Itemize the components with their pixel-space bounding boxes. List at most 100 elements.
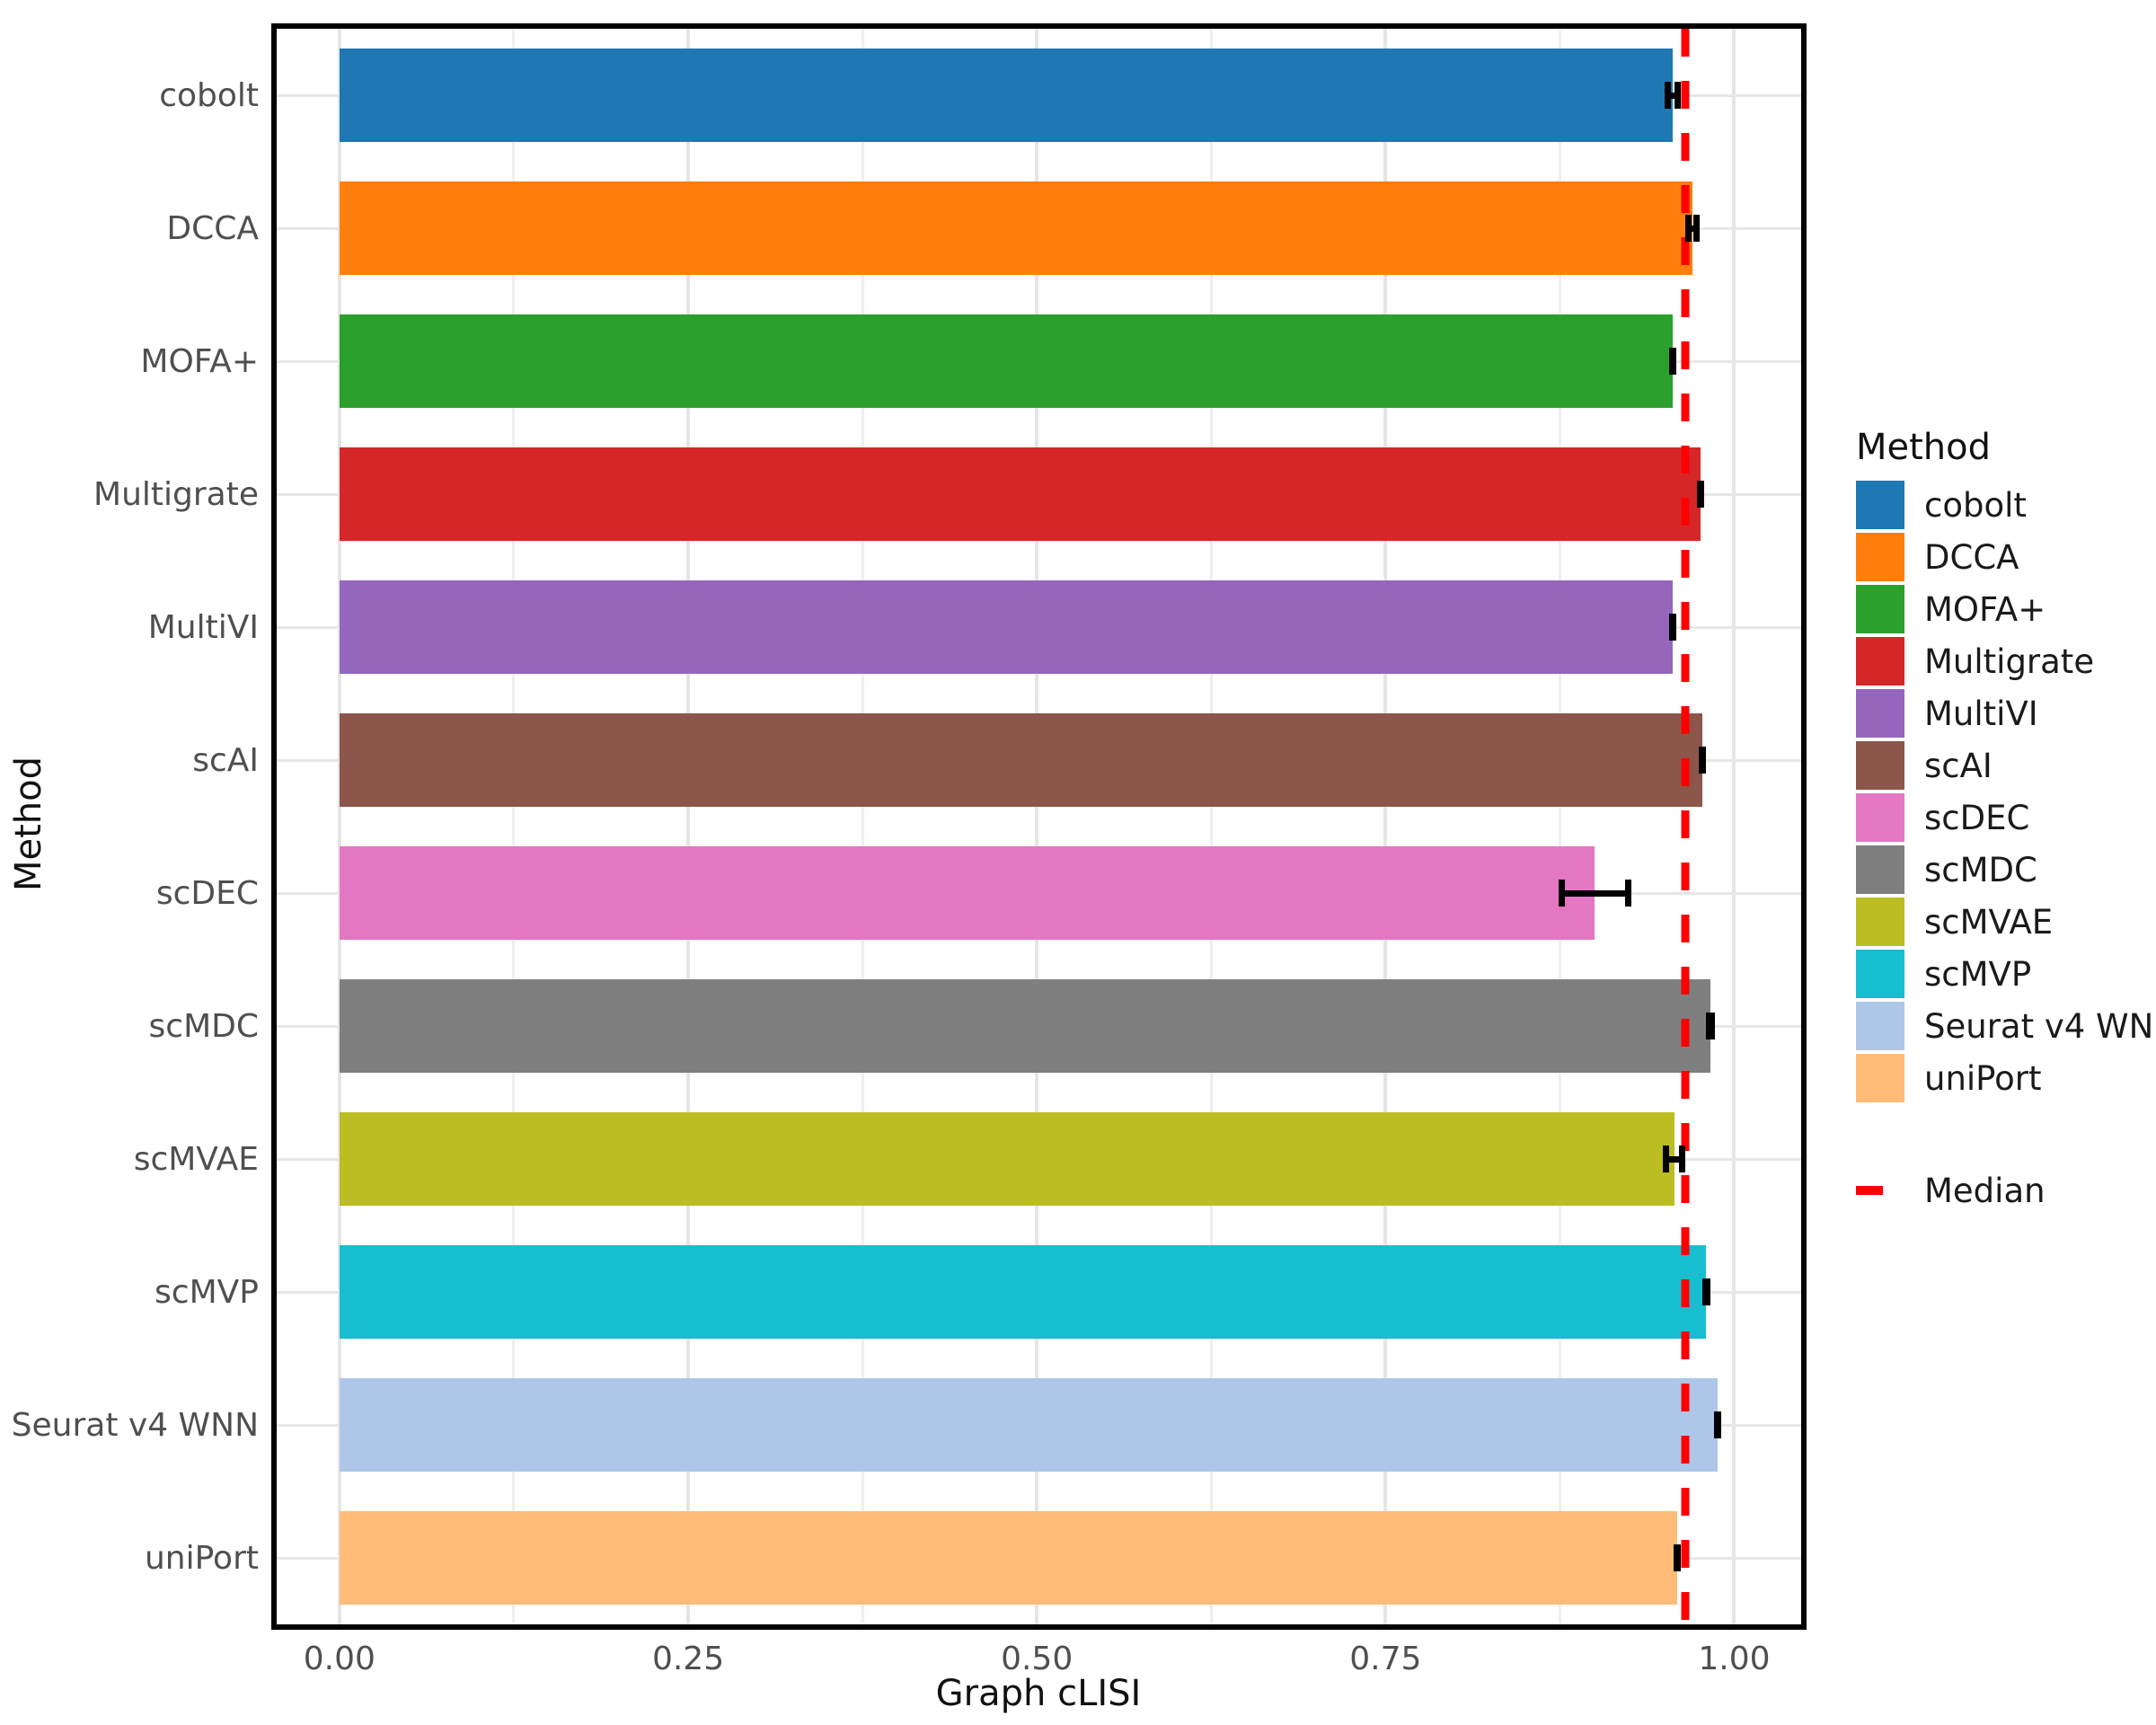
legend-item: scMVP: [1856, 948, 2156, 1000]
bar-mofa-: [339, 314, 1674, 408]
gridline-major: [686, 29, 691, 1624]
error-bar: [1706, 1013, 1715, 1039]
bar-multivi: [339, 580, 1674, 674]
error-bar: [1697, 481, 1705, 508]
legend-item: scAI: [1856, 739, 2156, 792]
legend-label: scDEC: [1924, 798, 2030, 837]
bar-scai: [339, 713, 1702, 807]
legend-item: cobolt: [1856, 479, 2156, 531]
error-bar: [1685, 215, 1700, 242]
legend-title: Method: [1856, 427, 1992, 468]
error-bar-cap: [1704, 1278, 1711, 1305]
legend-label: Seurat v4 WNN: [1924, 1006, 2156, 1046]
legend-label: cobolt: [1924, 485, 2027, 525]
bar-scdec: [339, 846, 1595, 940]
error-bar-cap: [1697, 481, 1704, 508]
gridline-minor: [861, 29, 864, 1624]
legend-median-item: Median: [1856, 1164, 2156, 1216]
legend-swatch: [1856, 533, 1904, 581]
legend-label: scMDC: [1924, 850, 2037, 889]
gridline-major: [1035, 29, 1039, 1624]
median-line: [1681, 29, 1690, 1624]
bar-cobolt: [339, 49, 1674, 142]
gridline-minor: [1558, 29, 1561, 1624]
y-tick-label: scMDC: [148, 1007, 259, 1045]
legend-label: scMVP: [1924, 954, 2032, 994]
legend: Method cobolt DCCA MOFA+ Multigrate MultiVI s…: [1856, 426, 2156, 1216]
x-tick-label: 0.00: [303, 1641, 376, 1677]
y-axis-title: Method: [8, 756, 49, 892]
error-bar-line: [1558, 889, 1631, 897]
legend-label: scMVAE: [1924, 902, 2054, 942]
legend-median-label: Median: [1924, 1171, 2046, 1210]
y-tick-label: uniPort: [144, 1539, 259, 1577]
error-bar-cap: [1664, 82, 1671, 109]
y-tick-label: scAI: [192, 741, 259, 779]
legend-swatch: [1856, 585, 1904, 633]
error-bar-cap: [1663, 1146, 1670, 1172]
legend-items: cobolt DCCA MOFA+ Multigrate MultiVI scAI scDE…: [1856, 479, 2156, 1104]
bar-multigrate: [339, 447, 1701, 541]
error-bar-cap: [1669, 614, 1676, 641]
error-bar-cap: [1674, 82, 1682, 109]
error-bar-cap: [1692, 215, 1700, 242]
y-tick-label: scDEC: [155, 874, 259, 912]
gridline-major: [1383, 29, 1388, 1624]
legend-item: DCCA: [1856, 531, 2156, 583]
legend-item: MOFA+: [1856, 583, 2156, 635]
legend-swatch: [1856, 950, 1904, 998]
error-bar-line: [1685, 225, 1700, 232]
y-tick-label: MOFA+: [140, 342, 259, 380]
legend-swatch: [1856, 1054, 1904, 1102]
error-bar-line: [1663, 1155, 1686, 1163]
legend-swatch: [1856, 845, 1904, 894]
error-bar: [1558, 880, 1631, 907]
legend-item: Seurat v4 WNN: [1856, 1000, 2156, 1052]
gridline-minor: [1209, 29, 1213, 1624]
legend-item: Multigrate: [1856, 635, 2156, 687]
legend-swatch: [1856, 898, 1904, 946]
bar-seurat-v4-wnn: [339, 1378, 1718, 1472]
x-tick-label: 1.00: [1698, 1641, 1771, 1677]
y-tick-label: scMVP: [155, 1273, 259, 1311]
legend-label: uniPort: [1924, 1058, 2042, 1098]
bar-scmvae: [339, 1112, 1674, 1206]
legend-label: Multigrate: [1924, 641, 2095, 681]
legend-label: DCCA: [1924, 537, 2019, 577]
error-bar: [1664, 82, 1682, 109]
x-tick-label: 0.75: [1349, 1641, 1422, 1677]
error-bar: [1698, 747, 1706, 774]
legend-label: scAI: [1924, 746, 1993, 785]
y-tick-label: scMVAE: [133, 1140, 259, 1178]
x-tick-label: 0.25: [651, 1641, 725, 1677]
x-axis-title: Graph cLISI: [935, 1673, 1142, 1714]
legend-label: MultiVI: [1924, 694, 2038, 733]
legend-label: MOFA+: [1924, 589, 2046, 629]
legend-item: scMVAE: [1856, 896, 2156, 948]
legend-item: MultiVI: [1856, 687, 2156, 739]
error-bar: [1663, 1146, 1686, 1172]
legend-item: scDEC: [1856, 792, 2156, 844]
error-bar: [1673, 1544, 1681, 1571]
error-bar-cap: [1698, 747, 1705, 774]
legend-swatch: [1856, 481, 1904, 529]
bar-dcca: [339, 181, 1692, 275]
y-tick-label: DCCA: [166, 209, 259, 247]
legend-swatch: [1856, 1002, 1904, 1050]
y-tick-label: Seurat v4 WNN: [11, 1406, 259, 1444]
legend-swatch: [1856, 793, 1904, 842]
gridline-major: [1732, 29, 1736, 1624]
bar-uniport: [339, 1511, 1677, 1605]
error-bar-cap: [1669, 348, 1676, 375]
error-bar-cap: [1558, 880, 1565, 907]
error-bar-cap: [1685, 215, 1692, 242]
error-bar: [1669, 614, 1677, 641]
bar-scmdc: [339, 979, 1711, 1073]
error-bar-cap: [1713, 1411, 1720, 1438]
error-bar-line: [1664, 92, 1682, 99]
error-bar-cap: [1673, 1544, 1680, 1571]
error-bar: [1669, 348, 1677, 375]
median-dash-icon: [1856, 1186, 1883, 1195]
legend-item: scMDC: [1856, 844, 2156, 896]
